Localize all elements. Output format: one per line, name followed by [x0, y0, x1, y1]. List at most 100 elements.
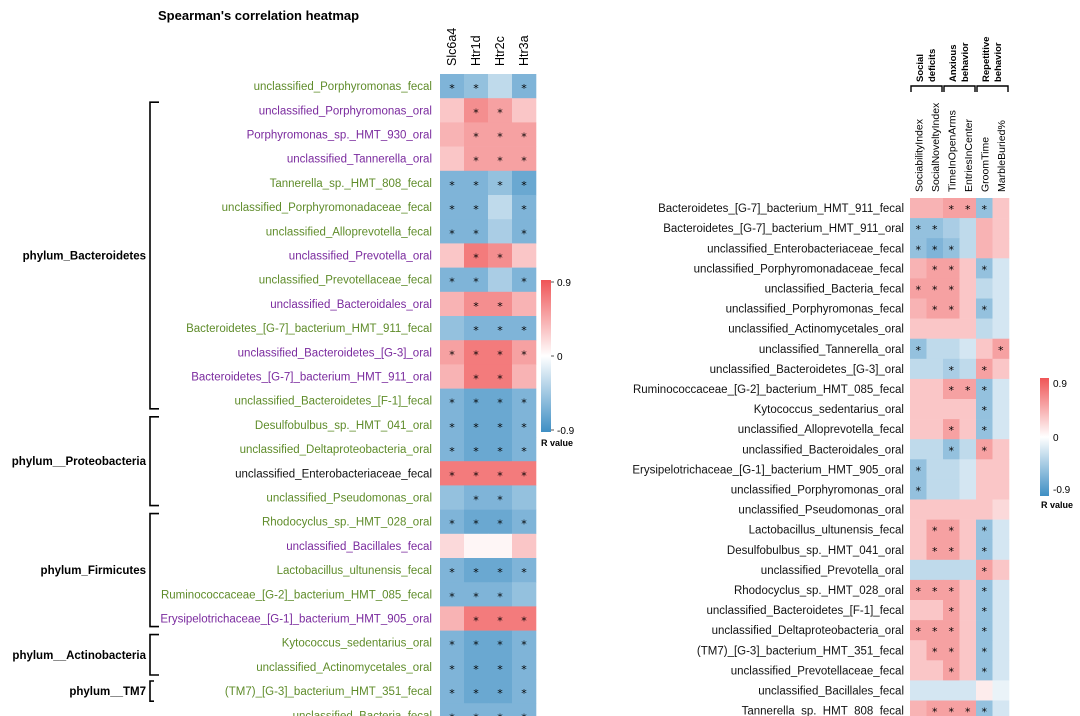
left-row-label-19: unclassified_Bacillales_fecal [286, 541, 432, 553]
left-cell-0-2 [488, 74, 513, 99]
right-cell-7-2 [943, 338, 960, 360]
left-cell-11-3 [512, 340, 537, 365]
right-cell-0-2 [943, 198, 960, 219]
right-col-label-3: EntriesInCenter [963, 119, 975, 192]
left-sig-star-10-1: * [473, 324, 479, 337]
left-cell-19-2 [488, 533, 513, 559]
right-row-label-25: Tannerella_sp._HMT_808_fecal [742, 706, 904, 716]
left-cell-23-1 [464, 630, 489, 656]
right-cell-5-1 [926, 298, 944, 319]
left-sig-star-17-1: * [473, 494, 479, 507]
left-sig-star-10-2: * [497, 324, 503, 337]
left-cell-4-2 [488, 170, 513, 196]
left-sig-star-15-3: * [521, 445, 527, 458]
right-cell-21-3 [959, 620, 977, 641]
left-cell-21-2 [488, 582, 513, 607]
left-sig-star-18-3: * [521, 518, 527, 531]
right-sig-star-17-1: * [932, 545, 938, 558]
right-cell-14-1 [926, 479, 944, 500]
right-sig-star-3-4: * [982, 263, 988, 276]
right-cell-20-0 [910, 600, 927, 621]
left-cell-23-2 [488, 630, 513, 656]
right-cell-19-4 [976, 579, 993, 601]
right-cell-25-2 [943, 700, 960, 716]
right-cell-1-3 [959, 218, 977, 239]
right-cell-9-1 [926, 378, 944, 400]
right-row-label-3: unclassified_Porphyromonadaceae_fecal [694, 263, 904, 275]
right-row-label-4: unclassified_Bacteria_fecal [765, 283, 904, 295]
right-sig-star-22-2: * [949, 645, 955, 658]
left-cell-19-0 [440, 533, 465, 559]
left-sig-star-5-3: * [521, 203, 527, 216]
left-column-labels: Slc6a4 Htr1d Htr2c Htr3a [445, 28, 531, 66]
right-cell-11-2 [943, 419, 960, 440]
right-sig-star-2-2: * [949, 243, 955, 256]
right-cell-18-5 [992, 559, 1010, 581]
left-sig-star-25-2: * [497, 687, 503, 700]
right-cell-21-2 [943, 620, 960, 641]
right-row-label-22: (TM7)_[G-3]_bacterium_HMT_351_fecal [697, 645, 904, 657]
right-sig-star-17-2: * [949, 545, 955, 558]
left-cell-17-0 [440, 485, 465, 510]
phylum-bracket-4 [149, 680, 154, 702]
left-cell-25-0 [440, 679, 465, 704]
right-cell-9-5 [992, 378, 1010, 400]
right-cell-13-5 [992, 459, 1010, 480]
right-cell-1-1 [926, 218, 944, 239]
left-cell-1-0 [440, 98, 465, 123]
right-cell-17-2 [943, 539, 960, 561]
left-cell-20-2 [488, 558, 513, 583]
right-cell-9-4 [976, 378, 993, 400]
right-row-label-13: Erysipelotrichaceae_[G-1]_bacterium_HMT_… [632, 464, 904, 476]
right-cell-13-2 [943, 459, 960, 480]
right-cell-23-3 [959, 660, 977, 681]
left-sig-star-13-0: * [449, 397, 455, 410]
left-sig-star-23-1: * [473, 639, 479, 652]
right-cell-7-1 [926, 338, 944, 360]
left-cell-2-2 [488, 122, 513, 147]
right-cell-22-4 [976, 640, 993, 661]
left-sig-star-11-0: * [449, 348, 455, 361]
right-row-label-6: unclassified_Actinomycetales_oral [728, 324, 904, 336]
left-sig-star-16-1: * [473, 469, 479, 482]
right-row-label-12: unclassified_Bacteroidales_oral [742, 444, 904, 456]
left-sig-star-24-1: * [473, 663, 479, 676]
left-sig-star-7-1: * [473, 252, 479, 265]
right-sig-star-21-2: * [949, 625, 955, 638]
right-cell-22-1 [926, 640, 944, 661]
left-col-label-2: Htr2c [493, 36, 507, 66]
left-sig-star-26-1: * [473, 711, 479, 716]
right-cell-21-1 [926, 620, 944, 641]
right-cell-9-3 [959, 378, 977, 400]
left-cell-15-0 [440, 437, 465, 462]
left-sig-star-6-3: * [521, 227, 527, 240]
left-cell-4-0 [440, 170, 465, 196]
left-row-label-20: Lactobacillus_ultunensis_fecal [277, 565, 432, 577]
left-colorbar: 0.9 0 -0.9R value [541, 278, 575, 448]
left-cell-4-3 [512, 170, 537, 196]
right-cell-15-5 [992, 499, 1010, 520]
right-sig-star-25-2: * [949, 706, 955, 716]
left-cell-7-0 [440, 243, 465, 268]
left-cell-11-0 [440, 340, 465, 365]
right-cell-25-0 [910, 700, 927, 716]
left-cell-22-3 [512, 606, 537, 631]
right-cell-25-4 [976, 700, 993, 716]
left-cell-16-1 [464, 461, 489, 486]
left-row-label-21: Ruminococcaceae_[G-2]_bacterium_HMT_085_… [161, 589, 432, 601]
right-cell-11-4 [976, 419, 993, 440]
right-cell-8-3 [959, 358, 977, 380]
left-sig-star-12-2: * [497, 373, 503, 386]
left-cell-2-3 [512, 122, 537, 147]
left-cell-16-2 [488, 461, 513, 486]
right-cell-6-0 [910, 318, 927, 339]
right-cell-15-4 [976, 499, 993, 520]
right-row-label-2: unclassified_Enterobacteriaceae_fecal [707, 243, 904, 255]
right-row-label-1: Bacteroidetes_[G-7]_bacterium_HMT_911_or… [663, 223, 904, 235]
left-heatmap-cells: * * * * * * * * * * * * * * * * * * * * * * * * * * * * * * * * * * * * * * * *… [440, 74, 537, 716]
left-sig-star-1-1: * [473, 106, 479, 119]
left-cell-13-0 [440, 388, 465, 414]
right-cell-0-3 [959, 198, 977, 219]
left-sig-star-3-2: * [497, 155, 503, 168]
left-row-label-6: unclassified_Alloprevotella_fecal [266, 226, 432, 238]
